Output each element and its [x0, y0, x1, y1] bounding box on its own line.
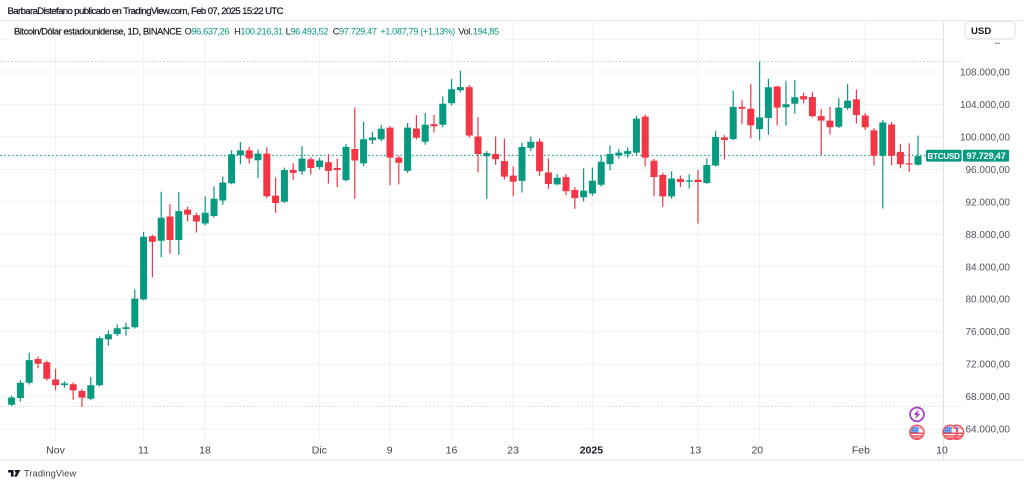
svg-text:USD: USD — [971, 26, 991, 37]
svg-text:97.729,47: 97.729,47 — [966, 151, 1005, 161]
svg-text:TradingView: TradingView — [24, 469, 76, 479]
svg-text:BTCUSD: BTCUSD — [927, 152, 960, 161]
svg-text:BarbaraDistefano publicado en: BarbaraDistefano publicado en TradingVie… — [8, 6, 284, 17]
svg-text:Bitcoin/Dólar estadounidense,: Bitcoin/Dólar estadounidense, 1D, BINANC… — [14, 27, 499, 37]
